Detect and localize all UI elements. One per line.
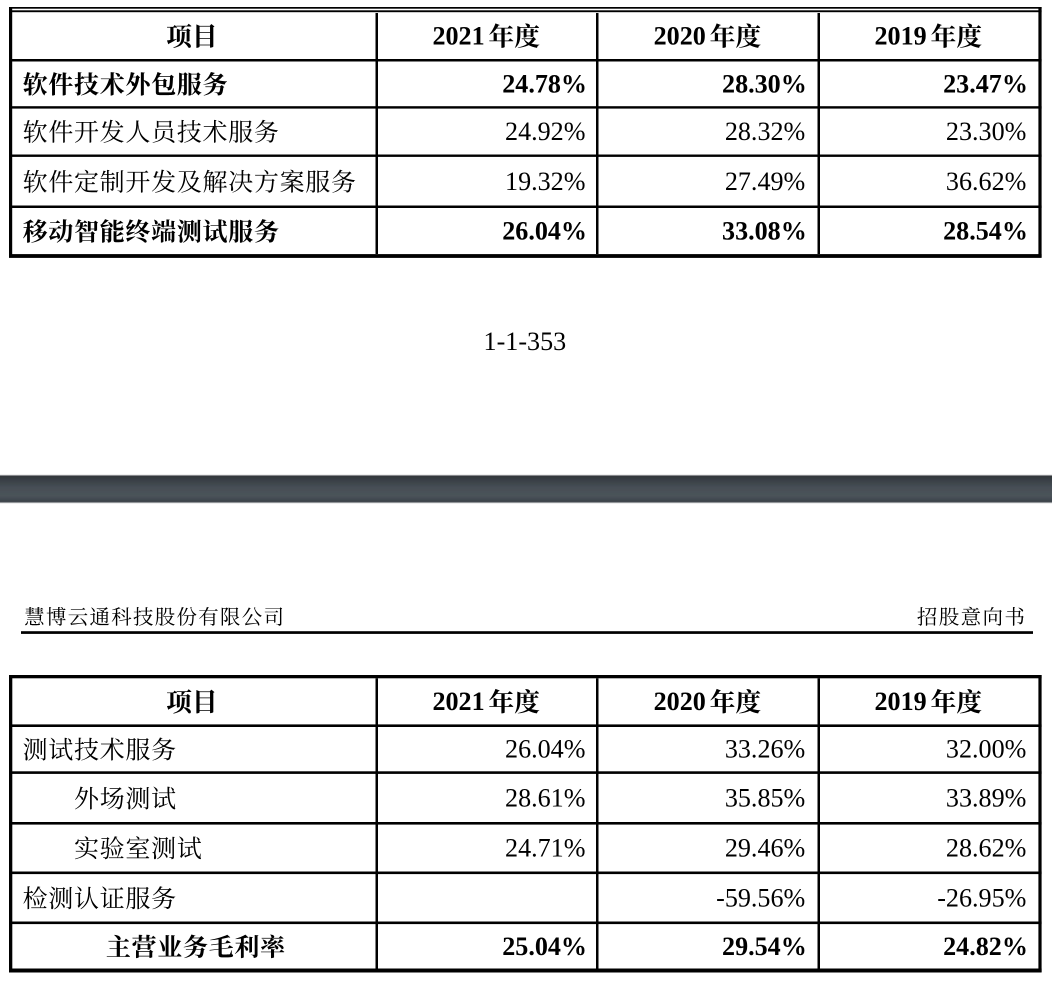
svg-text:32.00%: 32.00% bbox=[946, 735, 1026, 764]
svg-text:19.32%: 19.32% bbox=[505, 167, 585, 196]
svg-text:2021: 2021 bbox=[432, 687, 484, 716]
svg-text:33.08%: 33.08% bbox=[722, 217, 807, 246]
svg-text:28.61%: 28.61% bbox=[505, 784, 585, 813]
svg-text:24.82%: 24.82% bbox=[943, 932, 1028, 961]
svg-text:24.92%: 24.92% bbox=[505, 117, 585, 146]
svg-text:26.04%: 26.04% bbox=[505, 735, 585, 764]
svg-text:36.62%: 36.62% bbox=[946, 167, 1026, 196]
svg-text:28.54%: 28.54% bbox=[943, 217, 1028, 246]
svg-text:25.04%: 25.04% bbox=[502, 932, 587, 961]
svg-text:2020: 2020 bbox=[654, 687, 706, 716]
svg-text:29.46%: 29.46% bbox=[725, 833, 805, 862]
svg-text:2020: 2020 bbox=[654, 21, 706, 50]
svg-text:2019: 2019 bbox=[875, 687, 927, 716]
svg-text:27.49%: 27.49% bbox=[725, 167, 805, 196]
svg-text:1-1-353: 1-1-353 bbox=[484, 327, 567, 356]
svg-text:24.78%: 24.78% bbox=[502, 69, 587, 98]
svg-text:33.89%: 33.89% bbox=[946, 784, 1026, 813]
svg-text:35.85%: 35.85% bbox=[725, 784, 805, 813]
svg-text:-26.95%: -26.95% bbox=[937, 883, 1026, 912]
svg-text:28.30%: 28.30% bbox=[722, 69, 807, 98]
svg-text:2019: 2019 bbox=[875, 21, 927, 50]
svg-text:28.32%: 28.32% bbox=[725, 117, 805, 146]
svg-text:28.62%: 28.62% bbox=[946, 833, 1026, 862]
svg-text:23.47%: 23.47% bbox=[943, 69, 1028, 98]
svg-text:23.30%: 23.30% bbox=[946, 117, 1026, 146]
svg-text:-59.56%: -59.56% bbox=[716, 883, 805, 912]
svg-text:33.26%: 33.26% bbox=[725, 735, 805, 764]
svg-text:24.71%: 24.71% bbox=[505, 833, 585, 862]
svg-text:2021: 2021 bbox=[432, 21, 484, 50]
svg-text:26.04%: 26.04% bbox=[502, 217, 587, 246]
svg-text:29.54%: 29.54% bbox=[722, 932, 807, 961]
